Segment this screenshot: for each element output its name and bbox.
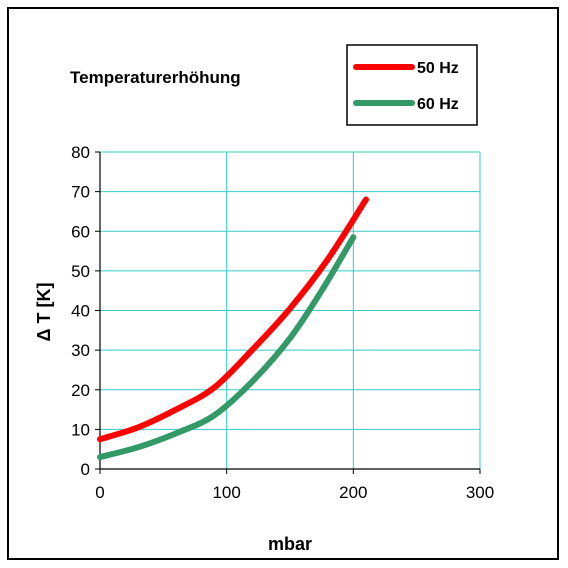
- chart-title: Temperaturerhöhung: [70, 68, 241, 87]
- x-tick-label: 300: [466, 483, 494, 502]
- x-tick-label: 0: [95, 483, 104, 502]
- legend-label-2: 60 Hz: [417, 96, 459, 113]
- grid: [100, 151, 481, 469]
- y-tick-label: 50: [71, 262, 90, 281]
- tick-labels: 0 10 20 30 40 50 60 70 80 0 100 200 300: [71, 143, 494, 502]
- y-axis-label: Δ T [K]: [34, 283, 54, 342]
- legend: 50 Hz 60 Hz: [346, 44, 478, 126]
- y-tick-label: 0: [81, 460, 90, 479]
- axes: [95, 151, 481, 474]
- legend-label-1: 50 Hz: [417, 60, 459, 77]
- y-tick-label: 40: [71, 302, 90, 321]
- y-tick-label: 60: [71, 222, 90, 241]
- x-axis-label: mbar: [268, 534, 312, 554]
- series-lines: [97, 196, 369, 461]
- x-tick-label: 100: [212, 483, 240, 502]
- y-tick-label: 10: [71, 420, 90, 439]
- y-tick-label: 70: [71, 183, 90, 202]
- y-tick-label: 80: [71, 143, 90, 162]
- legend-box: [346, 44, 478, 126]
- y-tick-label: 30: [71, 341, 90, 360]
- y-tick-label: 20: [71, 381, 90, 400]
- series-line-1: [97, 196, 369, 443]
- legend-entries: 50 Hz 60 Hz: [353, 60, 459, 113]
- x-tick-label: 200: [339, 483, 367, 502]
- series-line-2: [97, 234, 357, 461]
